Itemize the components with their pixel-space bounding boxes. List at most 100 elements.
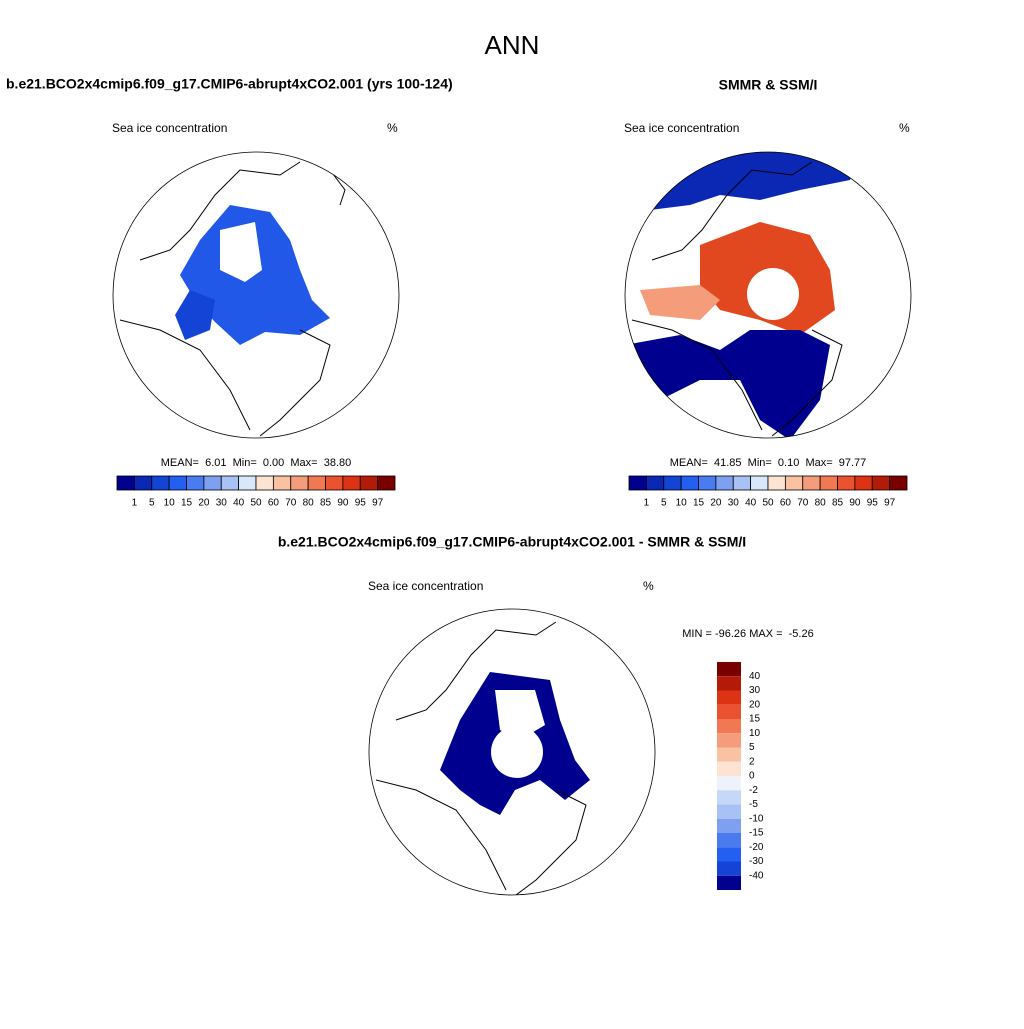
- colorbar-box: [717, 776, 741, 791]
- map-boundary: [624, 151, 912, 439]
- colorbar-box: [802, 475, 821, 491]
- colorbar-box: [133, 475, 153, 491]
- colorbar-box: [732, 475, 752, 491]
- colorbar-box: [717, 847, 741, 862]
- colorbar-box: [784, 475, 804, 491]
- colorbar-box: [717, 704, 741, 719]
- colorbar-label: -5: [749, 799, 758, 810]
- colorbar: 1 5 10 15 20 30 40 50 60 70 80 85 90 95 97: [116, 475, 396, 509]
- colorbar-label: -30: [749, 856, 764, 867]
- colorbar-box: [238, 475, 257, 491]
- colorbar-label: 40: [233, 498, 245, 509]
- colorbar-label: 20: [710, 498, 722, 509]
- map-boundary: [368, 608, 656, 896]
- colorbar-box: [272, 475, 292, 491]
- colorbar-box: [717, 875, 741, 890]
- panel-unit: %: [387, 121, 398, 135]
- colorbar-box: [116, 475, 135, 491]
- colorbar-label: 40: [745, 498, 757, 509]
- colorbar-box: [663, 475, 682, 491]
- colorbar-label: 30: [749, 685, 761, 696]
- colorbar-label: 95: [355, 498, 367, 509]
- map: [375, 621, 590, 895]
- colorbar-label: 30: [728, 498, 740, 509]
- colorbar-label: 70: [285, 498, 297, 509]
- colorbar-box: [717, 719, 741, 734]
- map: [119, 161, 346, 437]
- colorbar-box: [325, 475, 344, 491]
- colorbar-label: 70: [797, 498, 809, 509]
- colorbar-label: 50: [250, 498, 262, 509]
- colorbar: 1 5 10 15 20 30 40 50 60 70 80 85 90 95 97: [628, 475, 908, 509]
- colorbar-box: [715, 475, 734, 491]
- panel-label: Sea ice concentration: [624, 121, 739, 135]
- map: [625, 152, 860, 438]
- colorbar-box: [717, 733, 741, 748]
- colorbar-box: [377, 475, 396, 491]
- colorbar-label: 5: [149, 498, 155, 509]
- colorbar-label: 0: [749, 771, 755, 782]
- colorbar-label: 40: [749, 671, 761, 682]
- colorbar-box: [151, 475, 170, 491]
- map-boundary: [112, 151, 400, 439]
- stats: MEAN= 6.01 Min= 0.00 Max= 38.80: [161, 457, 351, 469]
- colorbar-label: 15: [749, 714, 761, 725]
- colorbar-box: [717, 761, 741, 776]
- colorbar-label: 5: [661, 498, 667, 509]
- colorbar-box: [359, 475, 379, 491]
- colorbar-box: [717, 818, 741, 833]
- colorbar-box: [889, 475, 908, 491]
- colorbar-label: -20: [749, 842, 764, 853]
- colorbar-label: 95: [867, 498, 879, 509]
- colorbar-box: [628, 475, 647, 491]
- figure-title: ANN: [485, 30, 540, 60]
- colorbar-box: [717, 747, 741, 762]
- colorbar-box: [307, 475, 326, 491]
- colorbar-label: 15: [693, 498, 705, 509]
- panel-label: Sea ice concentration: [112, 121, 227, 135]
- colorbar-label: 90: [337, 498, 349, 509]
- colorbar-label: 60: [268, 498, 280, 509]
- panel-label: Sea ice concentration: [368, 579, 483, 593]
- colorbar-box: [819, 475, 838, 491]
- colorbar-label: 60: [780, 498, 792, 509]
- colorbar-label: 50: [762, 498, 774, 509]
- colorbar-box: [717, 790, 741, 805]
- colorbar-label: 85: [320, 498, 332, 509]
- colorbar-label: 10: [676, 498, 688, 509]
- colorbar-box: [837, 475, 856, 491]
- colorbar-label: 20: [749, 699, 761, 710]
- colorbar-label: -10: [749, 813, 764, 824]
- colorbar-box: [220, 475, 240, 491]
- colorbar-label: 2: [749, 756, 755, 767]
- colorbar-label: 1: [132, 498, 138, 509]
- colorbar-label: 85: [832, 498, 844, 509]
- colorbar-label: 97: [372, 498, 384, 509]
- colorbar-box: [717, 662, 741, 677]
- colorbar-box: [871, 475, 891, 491]
- colorbar-label: 15: [181, 498, 193, 509]
- colorbar-box: [680, 475, 699, 491]
- colorbar-label: -15: [749, 828, 764, 839]
- colorbar-box: [717, 676, 741, 691]
- colorbar-box: [698, 475, 717, 491]
- colorbar-label: 80: [815, 498, 827, 509]
- colorbar-label: -40: [749, 870, 764, 881]
- colorbar-box: [717, 690, 741, 705]
- colorbar-box: [717, 804, 741, 819]
- colorbar-label: 97: [884, 498, 896, 509]
- colorbar-box: [290, 475, 309, 491]
- colorbar-box: [717, 833, 741, 848]
- stats: MIN = -96.26 MAX = -5.26: [682, 628, 813, 640]
- colorbar-box: [645, 475, 665, 491]
- colorbar-label: 10: [164, 498, 176, 509]
- colorbar-label: 80: [303, 498, 315, 509]
- panel-unit: %: [899, 121, 910, 135]
- colorbar-box: [203, 475, 222, 491]
- colorbar-label: 10: [749, 728, 761, 739]
- colorbar-label: 1: [644, 498, 650, 509]
- colorbar-box: [767, 475, 786, 491]
- colorbar-label: 5: [749, 742, 755, 753]
